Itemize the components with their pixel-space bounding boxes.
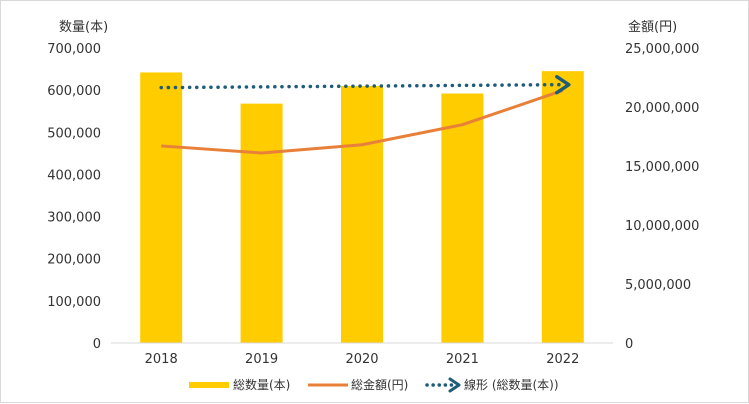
bar	[341, 85, 383, 343]
left-tick-label: 400,000	[47, 168, 101, 183]
x-tick-label: 2022	[546, 352, 579, 367]
left-axis-title: 数量(本)	[59, 20, 108, 35]
total-amount-line	[161, 89, 564, 155]
left-tick-label: 600,000	[47, 84, 101, 99]
right-tick-label: 15,000,000	[625, 160, 699, 175]
legend: 総数量(本) 総金額(円) 線形 (総数量(本))	[189, 377, 559, 393]
trend-line	[159, 82, 563, 90]
x-tick-label: 2019	[245, 352, 278, 367]
x-axis-ticks: 2018 2019 2020 2021 2022	[145, 352, 580, 367]
right-tick-label: 25,000,000	[625, 42, 699, 57]
left-tick-label: 100,000	[47, 295, 101, 310]
right-axis-ticks: 0 5,000,000 10,000,000 15,000,000 20,000,000…	[625, 42, 699, 352]
left-tick-label: 500,000	[47, 126, 101, 141]
legend-label: 総数量(本)	[233, 377, 290, 392]
right-tick-label: 10,000,000	[625, 219, 699, 234]
bar-series	[140, 71, 584, 343]
left-tick-label: 0	[93, 337, 101, 352]
bar	[140, 72, 183, 343]
bar	[441, 93, 484, 343]
x-tick-label: 2021	[446, 352, 479, 367]
legend-swatch-bar	[189, 382, 229, 388]
legend-label: 総金額(円)	[351, 377, 408, 392]
right-tick-label: 20,000,000	[625, 101, 699, 116]
left-tick-label: 200,000	[47, 253, 101, 268]
bar	[541, 71, 584, 343]
right-tick-label: 5,000,000	[625, 278, 691, 293]
right-tick-label: 0	[625, 337, 633, 352]
left-tick-label: 300,000	[47, 211, 101, 226]
x-tick-label: 2018	[145, 352, 178, 367]
left-tick-label: 700,000	[47, 42, 101, 57]
legend-label: 線形 (総数量(本))	[464, 377, 559, 392]
right-axis-title: 金額(円)	[628, 19, 677, 35]
trend-arrow-head	[555, 74, 571, 95]
x-tick-label: 2020	[345, 352, 378, 367]
left-axis-ticks: 0 100,000 200,000 300,000 400,000 500,000 600,…	[47, 42, 101, 352]
bar	[240, 103, 283, 343]
legend-swatch-trend-arrow	[448, 377, 461, 393]
line-series	[159, 74, 571, 155]
